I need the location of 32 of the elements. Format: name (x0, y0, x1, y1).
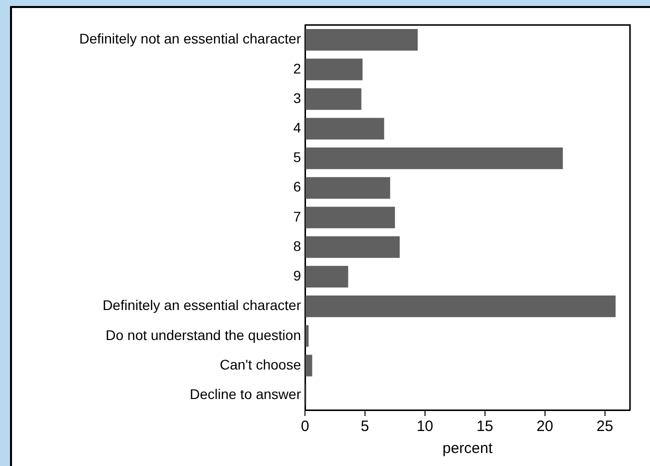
bar (306, 236, 400, 258)
bar (306, 58, 363, 80)
y-tick-label: 7 (293, 208, 302, 224)
y-tick-label: 4 (293, 120, 302, 136)
bar (306, 177, 390, 199)
bar (306, 147, 563, 170)
y-tick-label: Definitely not an essential character (79, 30, 302, 47)
x-axis-title: percent (442, 440, 494, 458)
y-tick-label: Definitely an essential character (102, 297, 302, 314)
x-tick-label: 20 (536, 418, 554, 436)
x-tick-label: 25 (596, 418, 614, 436)
y-tick-label: Can't choose (220, 356, 302, 372)
y-tick-label: 6 (293, 178, 302, 195)
y-tick-label: 8 (293, 238, 302, 254)
bar (306, 266, 348, 288)
x-tick-label: 5 (360, 418, 370, 436)
x-tick-label: 0 (300, 418, 310, 436)
bar (306, 296, 616, 318)
y-tick-label: 9 (293, 268, 302, 284)
bar (306, 325, 309, 347)
bar (306, 354, 312, 376)
y-tick-label: 2 (293, 60, 302, 76)
y-tick-label: 5 (293, 149, 302, 166)
y-tick-label: Decline to answer (190, 386, 302, 402)
x-tick-label: 15 (476, 418, 494, 436)
y-tick-label: Do not understand the question (106, 326, 301, 343)
x-tick-label: 10 (416, 418, 434, 436)
bar (306, 118, 384, 140)
bar (306, 206, 395, 228)
y-tick-label: 3 (293, 90, 302, 106)
bar (306, 88, 362, 110)
bar (306, 29, 418, 51)
